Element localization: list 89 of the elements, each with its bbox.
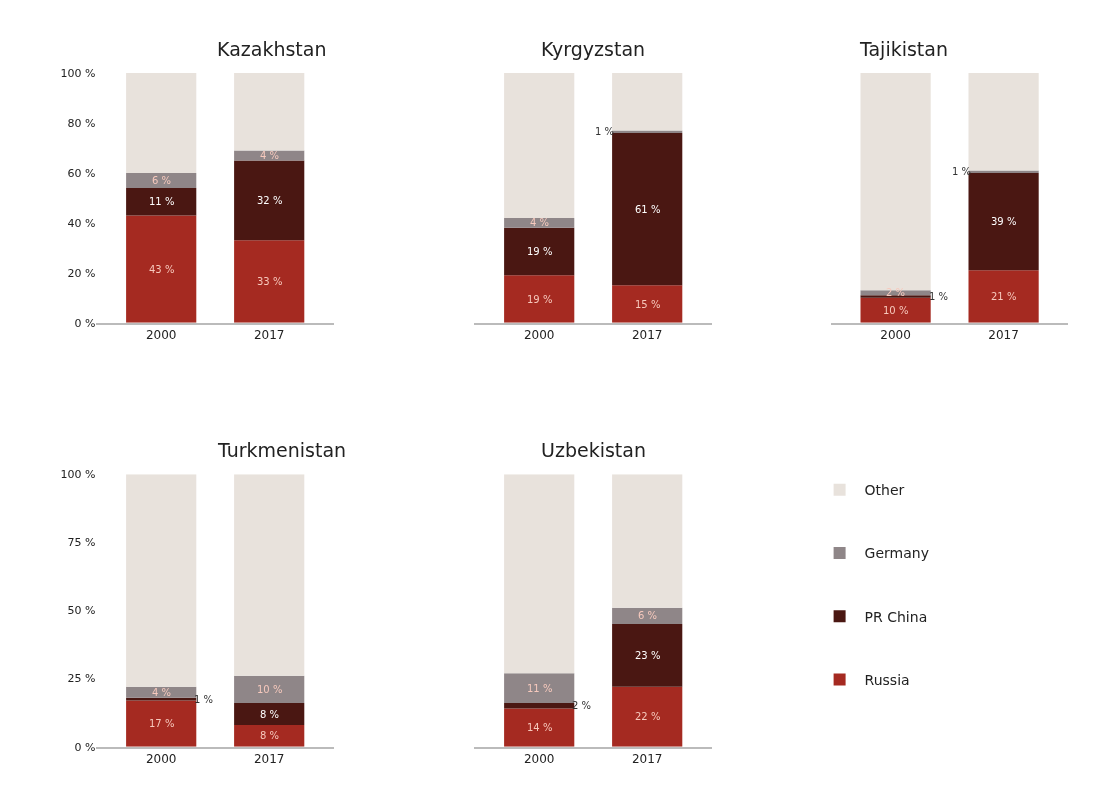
- bar: [234, 474, 305, 676]
- legend-label: PR China: [864, 608, 928, 625]
- x-tick-label: 2000: [523, 752, 555, 767]
- data-label: 10 %: [883, 305, 909, 316]
- data-label: 21 %: [991, 291, 1017, 302]
- bar: [968, 270, 1039, 323]
- data-label: 6 %: [152, 175, 172, 186]
- data-label: 1 %: [595, 126, 615, 137]
- data-label: 1 %: [929, 291, 949, 302]
- data-label: 43 %: [149, 264, 175, 275]
- bar: [612, 686, 683, 747]
- x-tick-label: 2000: [145, 328, 177, 343]
- legend-label: Germany: [864, 545, 929, 562]
- bar: [126, 474, 197, 687]
- bar: [612, 624, 683, 687]
- y-tick-label: 100 %: [60, 468, 96, 482]
- data-label: 2 %: [886, 287, 906, 298]
- y-tick-label: 100 %: [60, 66, 96, 80]
- chart-title: Tajikistan: [859, 38, 948, 60]
- bar: [612, 72, 683, 131]
- bar: [126, 187, 197, 216]
- chart-title: Turkmenistan: [217, 439, 347, 461]
- chart-title: Uzbekistan: [541, 439, 646, 461]
- data-label: 4 %: [152, 687, 172, 698]
- x-tick-label: 2000: [145, 752, 177, 767]
- x-tick-label: 2017: [631, 328, 663, 343]
- bar: [504, 474, 575, 674]
- y-tick-label: 60 %: [67, 166, 96, 180]
- data-label: 39 %: [991, 216, 1017, 227]
- data-label: 19 %: [527, 246, 553, 257]
- bar: [612, 132, 683, 286]
- x-tick-label: 2017: [988, 328, 1019, 343]
- bar: [234, 240, 305, 323]
- bar: [234, 703, 305, 725]
- chart-title: Kyrgyzstan: [541, 38, 646, 60]
- data-label: 8 %: [260, 709, 280, 720]
- data-label: 61 %: [635, 204, 661, 215]
- data-label: 1 %: [952, 166, 972, 177]
- bar: [234, 724, 305, 747]
- data-label: 4 %: [530, 217, 550, 228]
- bar: [860, 297, 931, 323]
- bar: [612, 130, 683, 133]
- y-tick-label: 75 %: [67, 536, 96, 550]
- x-tick-label: 2017: [631, 752, 663, 767]
- legend-label: Russia: [864, 671, 910, 688]
- y-tick-label: 20 %: [67, 266, 96, 280]
- bar: [612, 285, 683, 323]
- bar: [612, 607, 683, 625]
- y-tick-label: 0 %: [74, 740, 96, 754]
- x-tick-label: 2017: [253, 328, 285, 343]
- x-tick-label: 2017: [253, 752, 285, 767]
- bar: [234, 675, 305, 704]
- legend-label: Other: [864, 482, 905, 499]
- data-label: 15 %: [635, 299, 661, 310]
- data-label: 14 %: [527, 722, 553, 733]
- data-label: 1 %: [194, 694, 214, 705]
- bar: [504, 275, 575, 323]
- y-tick-label: 40 %: [67, 216, 96, 230]
- bar: [612, 474, 683, 608]
- x-tick-label: 2000: [523, 328, 555, 343]
- bar: [504, 708, 575, 747]
- data-label: 33 %: [257, 276, 283, 287]
- bar: [234, 72, 305, 151]
- data-label: 32 %: [257, 195, 283, 206]
- data-label: 23 %: [635, 650, 661, 661]
- x-tick-label: 2000: [880, 328, 911, 343]
- data-label: 17 %: [149, 718, 175, 729]
- data-label: 11 %: [527, 683, 553, 694]
- bar: [234, 160, 305, 241]
- bar: [126, 700, 197, 747]
- bar: [504, 227, 575, 276]
- data-label: 6 %: [638, 610, 658, 621]
- bar: [126, 215, 197, 323]
- data-label: 10 %: [257, 684, 283, 695]
- y-tick-label: 0 %: [74, 316, 96, 330]
- data-label: 19 %: [527, 294, 553, 305]
- bar: [126, 686, 197, 698]
- bar: [860, 295, 931, 298]
- data-label: 11 %: [149, 196, 175, 207]
- data-label: 8 %: [260, 730, 280, 741]
- data-label: 22 %: [635, 711, 661, 722]
- chart-title: Kazakhstan: [217, 38, 327, 60]
- bar: [126, 72, 197, 173]
- bar: [126, 172, 197, 188]
- data-label: 4 %: [260, 150, 280, 161]
- y-tick-label: 80 %: [67, 116, 96, 130]
- y-tick-label: 50 %: [67, 604, 96, 618]
- bar: [504, 72, 575, 218]
- y-tick-label: 25 %: [67, 672, 96, 686]
